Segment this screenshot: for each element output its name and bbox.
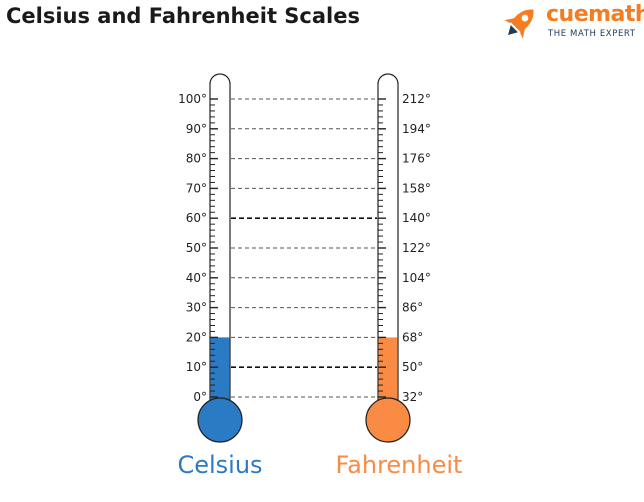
fahrenheit-tube xyxy=(377,73,399,405)
fahrenheit-tick-label: 32° xyxy=(402,390,423,404)
celsius-tick-label: 10° xyxy=(186,360,207,374)
celsius-tick-label: 40° xyxy=(186,271,207,285)
celsius-tick-labels: 100° 90° 80° 70° 60° 50° 40° 30° 20° 10° 0° xyxy=(178,92,207,404)
fahrenheit-bulb xyxy=(365,397,411,443)
celsius-mercury xyxy=(210,337,230,405)
celsius-tick-label: 20° xyxy=(186,330,207,344)
celsius-tick-label: 70° xyxy=(186,181,207,195)
fahrenheit-tick-label: 68° xyxy=(402,330,423,344)
fahrenheit-tick-label: 50° xyxy=(402,360,423,374)
cuemath-logo: cuemath THE MATH EXPERT xyxy=(496,2,644,44)
celsius-bulb xyxy=(197,397,243,443)
fahrenheit-tick-label: 104° xyxy=(402,271,431,285)
fahrenheit-tick-label: 212° xyxy=(402,92,431,106)
fahrenheit-tick-labels: 212° 194° 176° 158° 140° 122° 104° 86° 68° 50° 32° xyxy=(402,92,431,404)
fahrenheit-thermometer: 212° 194° 176° 158° 140° 122° 104° 86° 68° 50° 32°… xyxy=(336,73,463,479)
dashed-connector-lines xyxy=(231,98,377,398)
celsius-tick-label: 90° xyxy=(186,122,207,136)
fahrenheit-tick-label: 176° xyxy=(402,152,431,166)
celsius-tick-label: 0° xyxy=(193,390,207,404)
fahrenheit-tick-label: 140° xyxy=(402,211,431,225)
celsius-thermometer: 100° 90° 80° 70° 60° 50° 40° 30° 20° 10° 0° Celsiu… xyxy=(177,73,263,479)
fahrenheit-tick-label: 194° xyxy=(402,122,431,136)
fahrenheit-tick-label: 122° xyxy=(402,241,431,255)
fahrenheit-tick-label: 158° xyxy=(402,181,431,195)
celsius-tick-label: 80° xyxy=(186,152,207,166)
fahrenheit-label: Fahrenheit xyxy=(336,451,463,479)
celsius-tick-label: 30° xyxy=(186,301,207,315)
celsius-tick-label: 50° xyxy=(186,241,207,255)
celsius-ticks xyxy=(210,98,218,398)
rocket-icon xyxy=(504,9,534,39)
celsius-tube xyxy=(209,73,231,405)
logo-tagline: THE MATH EXPERT xyxy=(548,29,636,39)
logo-wordmark: cuemath xyxy=(546,2,644,27)
fahrenheit-ticks xyxy=(378,98,386,398)
celsius-tick-label: 100° xyxy=(178,92,207,106)
celsius-label: Celsius xyxy=(177,451,262,479)
fahrenheit-tick-label: 86° xyxy=(402,301,423,315)
celsius-tick-label: 60° xyxy=(186,211,207,225)
page-title: Celsius and Fahrenheit Scales xyxy=(6,4,360,28)
fahrenheit-mercury xyxy=(378,337,398,405)
